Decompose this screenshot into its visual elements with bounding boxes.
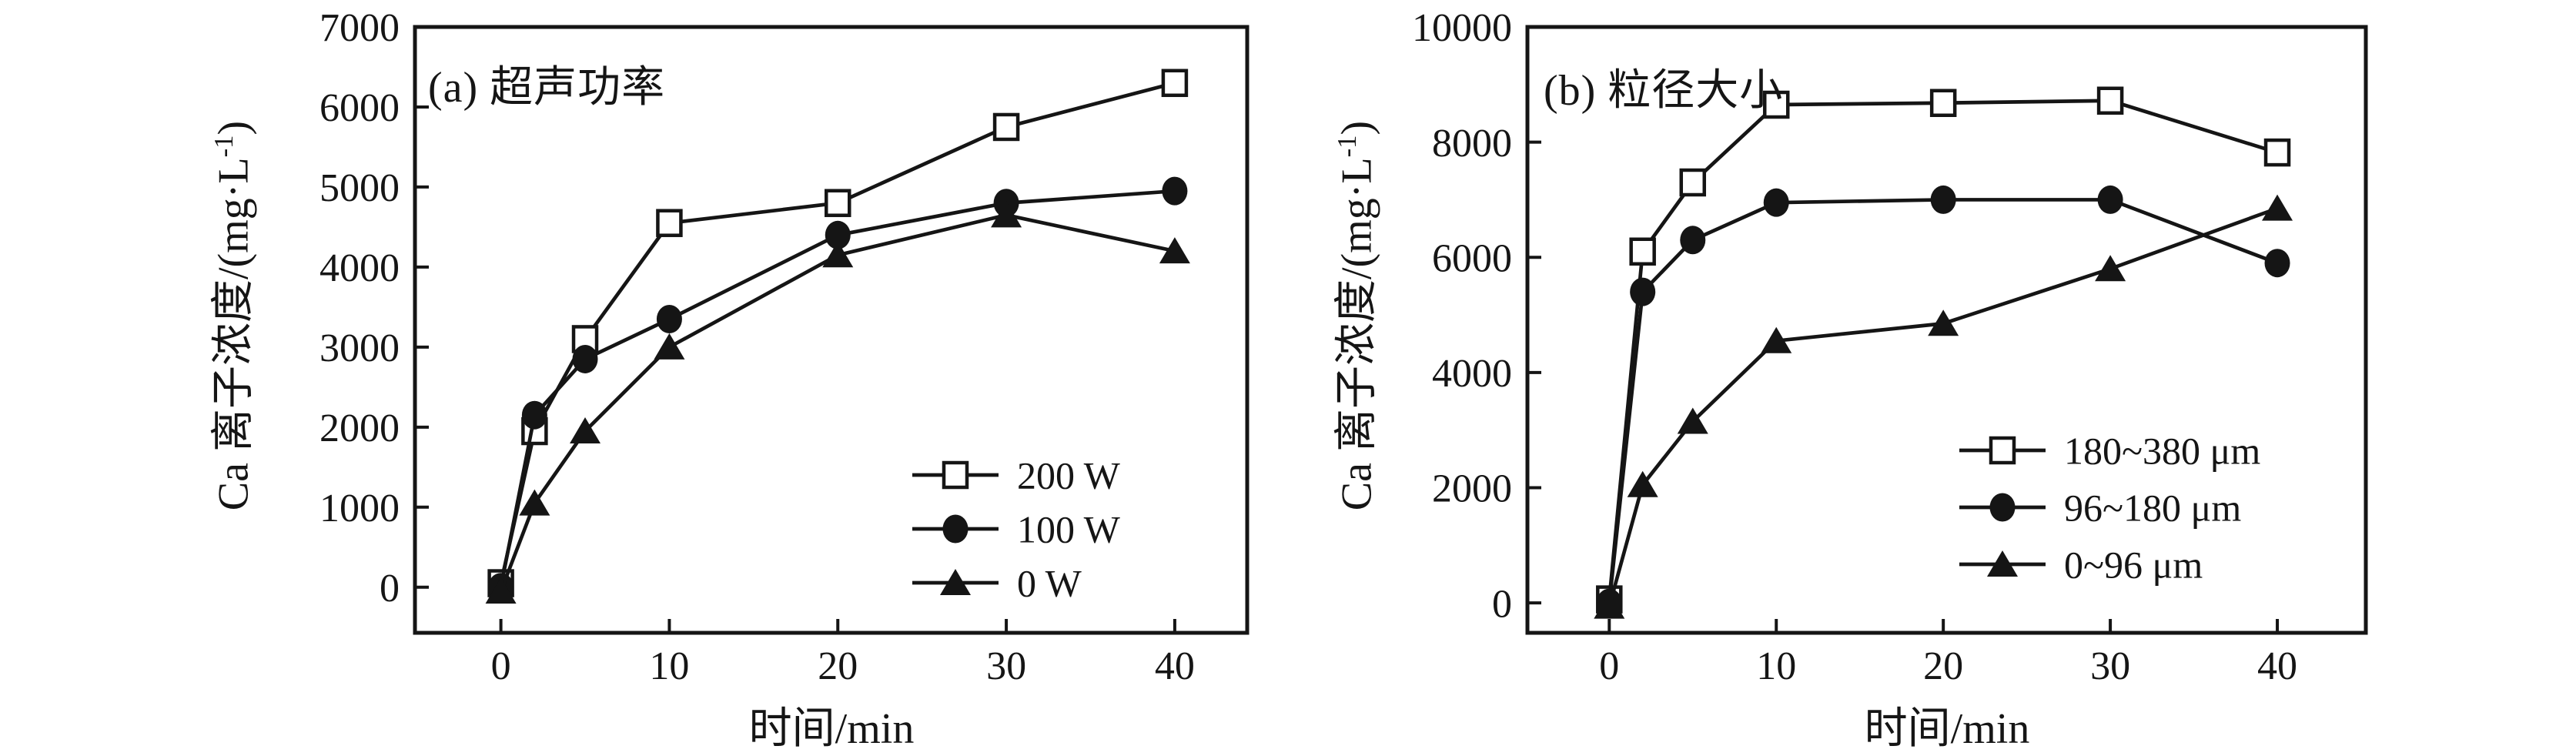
data-point-filled-circle <box>656 304 682 333</box>
legend-label: 200 W <box>1017 454 1121 497</box>
legend-marker-filled-circle <box>1989 493 2016 522</box>
data-point-filled-circle <box>2097 185 2123 214</box>
data-point-open-square <box>1679 168 1707 197</box>
legend-marker-filled-triangle <box>1987 550 2018 577</box>
legend-marker-filled-triangle <box>940 569 971 595</box>
y-tick-label: 2000 <box>319 406 400 450</box>
y-tick-label: 1000 <box>319 487 400 530</box>
x-tick-label: 20 <box>818 644 858 688</box>
data-point-filled-circle <box>1680 226 1706 255</box>
x-tick-label: 0 <box>1599 644 1619 688</box>
data-point-filled-triangle <box>1159 237 1190 264</box>
x-tick-label: 0 <box>491 644 511 688</box>
y-tick-label: 6000 <box>319 86 400 130</box>
data-point-filled-triangle <box>654 333 685 360</box>
x-tick-label: 40 <box>2257 644 2297 688</box>
legend-label: 100 W <box>1017 508 1121 551</box>
data-point-filled-triangle <box>822 241 854 268</box>
data-point-open-square <box>825 189 851 217</box>
chart-canvas-b: 0 2000 4000 6000 8000 10000 0 10 20 30 40 180~380 μ… <box>1412 6 2368 688</box>
data-point-open-square <box>1629 237 1656 266</box>
legend-label: 96~180 μm <box>2064 487 2241 530</box>
plot-border <box>413 25 1250 635</box>
plot-border <box>1525 25 2368 635</box>
data-point-open-square <box>1929 89 1957 117</box>
x-axis-title: 时间/min <box>1864 705 2030 753</box>
data-point-filled-triangle <box>1761 326 1792 353</box>
data-point-filled-triangle <box>485 577 517 604</box>
y-tick-label: 2000 <box>1432 467 1512 511</box>
data-point-open-square <box>1762 90 1790 119</box>
y-tick-label: 7000 <box>319 6 400 50</box>
y-tick-label: 0 <box>380 567 400 610</box>
data-point-filled-circle <box>1930 185 1956 214</box>
y-tick-label: 0 <box>1492 582 1512 626</box>
data-point-filled-triangle <box>519 489 550 516</box>
y-tick-label: 4000 <box>1432 352 1512 396</box>
data-point-filled-circle <box>1763 188 1789 217</box>
chart-panel-a: Ca 离子浓度/(mg·L-1) 0 1000 2000 3000 4000 5000 60… <box>0 0 1288 753</box>
legend-marker-open-square <box>1989 436 2016 465</box>
x-tick-label: 30 <box>986 644 1026 688</box>
data-point-filled-circle <box>521 400 547 430</box>
data-point-filled-circle <box>572 344 598 373</box>
data-point-filled-triangle <box>2095 255 2126 282</box>
legend-marker-open-square <box>942 460 969 490</box>
x-tick-label: 30 <box>2090 644 2130 688</box>
panel-title: (a) 超声功率 <box>428 64 666 112</box>
x-tick-label: 10 <box>649 644 689 688</box>
x-axis-title: 时间/min <box>748 705 915 753</box>
x-tick-label: 20 <box>1923 644 1963 688</box>
data-point-filled-circle <box>825 220 851 249</box>
y-tick-label: 3000 <box>319 326 400 370</box>
legend-label: 0 W <box>1017 562 1082 605</box>
data-point-filled-triangle <box>1928 309 1959 336</box>
data-point-filled-circle <box>2264 249 2290 278</box>
data-point-filled-triangle <box>1594 592 1625 619</box>
data-point-open-square <box>656 209 683 237</box>
panel-title: (b) 粒径大小 <box>1544 67 1784 115</box>
data-point-open-square <box>2096 86 2124 115</box>
chart-panel-b: Ca 离子浓度/(mg·L-1) 0 2000 4000 6000 8000 10000 0… <box>1288 0 2576 753</box>
data-point-open-square <box>2263 138 2291 167</box>
y-tick-label: 10000 <box>1412 6 1512 50</box>
chart-canvas-a: 0 1000 2000 3000 4000 5000 6000 7000 0 10 20 30 40 20… <box>319 6 1250 688</box>
legend-marker-filled-circle <box>942 514 969 544</box>
x-tick-label: 10 <box>1756 644 1796 688</box>
data-point-filled-triangle <box>570 417 601 444</box>
data-point-filled-triangle <box>1627 470 1658 497</box>
data-point-filled-circle <box>1630 277 1656 306</box>
data-point-filled-circle <box>1162 176 1188 206</box>
legend-label: 180~380 μm <box>2064 430 2260 473</box>
x-tick-label: 40 <box>1155 644 1195 688</box>
data-point-filled-triangle <box>2262 194 2293 221</box>
y-tick-label: 8000 <box>1432 122 1512 166</box>
data-point-open-square <box>1161 69 1189 98</box>
y-tick-label: 5000 <box>319 166 400 210</box>
y-tick-label: 6000 <box>1432 236 1512 280</box>
data-point-filled-triangle <box>1677 407 1708 434</box>
legend-label: 0~96 μm <box>2064 544 2203 587</box>
data-point-open-square <box>992 112 1020 142</box>
data-point-filled-triangle <box>991 201 1022 228</box>
y-tick-label: 4000 <box>319 246 400 290</box>
